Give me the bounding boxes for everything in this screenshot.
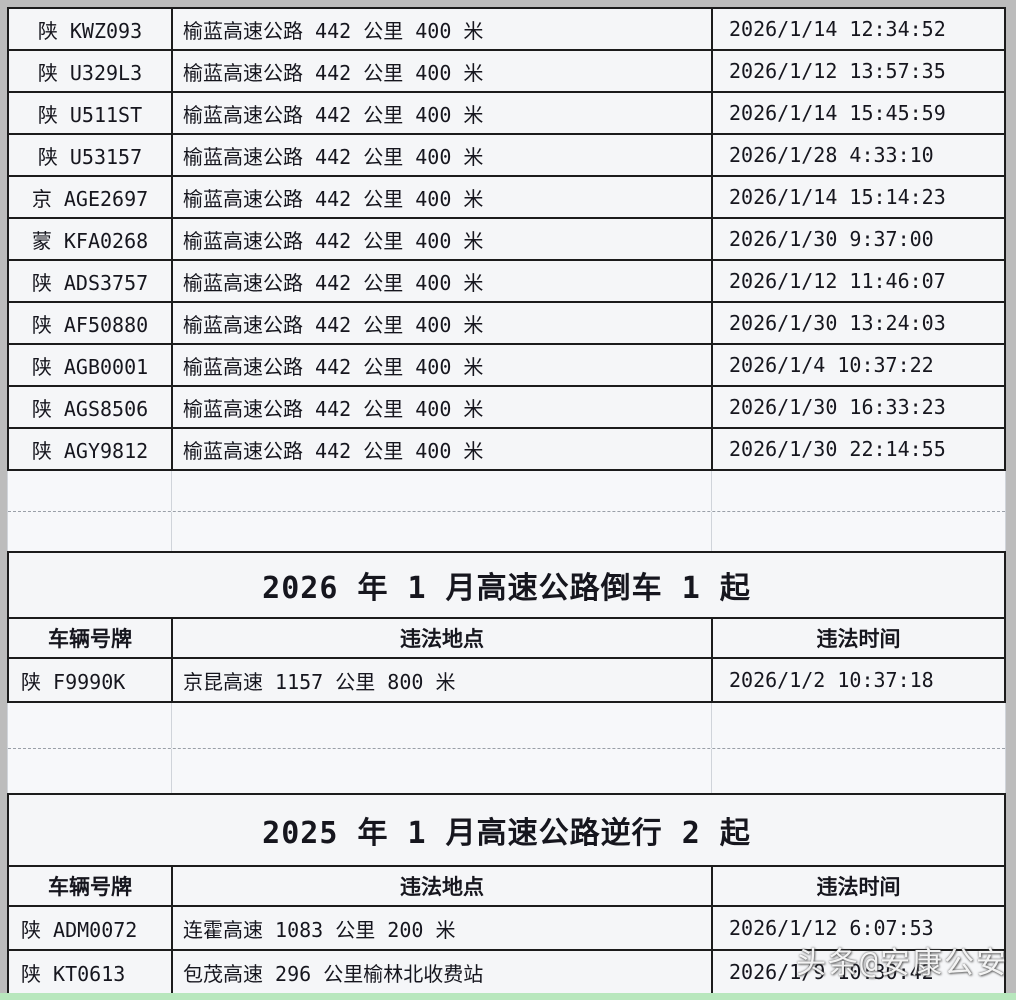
time-cell: 2026/1/30 22:14:55 [729,437,946,461]
plate-cell: 蒙 KFA0268 [9,219,173,259]
wrongway-section: 2025 年 1 月高速公路逆行 2 起 车辆号牌 违法地点 违法时间 陕 AD… [7,793,1006,995]
plate-cell: 陕 F9990K [9,659,173,701]
table-header-row: 车辆号牌 违法地点 违法时间 [9,619,1004,659]
plate-cell: 陕 AGY9812 [9,429,173,469]
empty-row [8,512,1005,551]
time-cell: 2026/1/28 4:33:10 [729,143,934,167]
table-row: 陕 U53157 榆蓝高速公路 442 公里 400 米 2026/1/28 4… [9,135,1004,177]
plate-cell: 陕 U53157 [9,135,173,175]
time-header: 违法时间 [816,627,901,651]
table-row: 陕 KT0613 包茂高速 296 公里榆林北收费站 2026/1/9 10:3… [9,951,1004,993]
table-row: 陕 AGS8506 榆蓝高速公路 442 公里 400 米 2026/1/30 … [9,387,1004,429]
table-row: 陕 U511ST 榆蓝高速公路 442 公里 400 米 2026/1/14 1… [9,93,1004,135]
location-header: 违法地点 [173,619,713,657]
time-cell: 2026/1/14 15:45:59 [729,101,946,125]
time-cell: 2026/1/14 12:34:52 [729,17,946,41]
plate-cell: 陕 U329L3 [9,51,173,91]
time-cell: 2026/1/12 11:46:07 [729,269,946,293]
time-cell: 2026/1/9 10:30:42 [729,960,934,984]
table-row: 陕 U329L3 榆蓝高速公路 442 公里 400 米 2026/1/12 1… [9,51,1004,93]
location-cell: 榆蓝高速公路 442 公里 400 米 [173,261,713,301]
table-row: 陕 ADM0072 连霍高速 1083 公里 200 米 2026/1/12 6… [9,907,1004,951]
location-cell: 包茂高速 296 公里榆林北收费站 [173,951,713,993]
location-cell: 京昆高速 1157 公里 800 米 [173,659,713,701]
location-cell: 榆蓝高速公路 442 公里 400 米 [173,9,713,49]
location-cell: 榆蓝高速公路 442 公里 400 米 [173,387,713,427]
plate-cell: 陕 U511ST [9,93,173,133]
location-cell: 榆蓝高速公路 442 公里 400 米 [173,303,713,343]
location-cell: 榆蓝高速公路 442 公里 400 米 [173,177,713,217]
table-row: 陕 KWZ093 榆蓝高速公路 442 公里 400 米 2026/1/14 1… [9,9,1004,51]
location-cell: 连霍高速 1083 公里 200 米 [173,907,713,949]
empty-rows-gap [7,703,1006,793]
empty-row [8,749,1005,793]
location-cell: 榆蓝高速公路 442 公里 400 米 [173,93,713,133]
location-cell: 榆蓝高速公路 442 公里 400 米 [173,429,713,469]
plate-cell: 陕 AGS8506 [9,387,173,427]
table-row: 陕 AGB0001 榆蓝高速公路 442 公里 400 米 2026/1/4 1… [9,345,1004,387]
time-cell: 2026/1/12 13:57:35 [729,59,946,83]
time-cell: 2026/1/14 15:14:23 [729,185,946,209]
empty-row [8,471,1005,512]
time-header: 违法时间 [816,875,901,899]
plate-cell: 陕 KT0613 [9,951,173,993]
spreadsheet-area: 陕 KWZ093 榆蓝高速公路 442 公里 400 米 2026/1/14 1… [7,7,1006,995]
section-title: 2025 年 1 月高速公路逆行 2 起 [9,795,1004,867]
plate-header: 车辆号牌 [9,619,173,657]
table-row: 陕 F9990K 京昆高速 1157 公里 800 米 2026/1/2 10:… [9,659,1004,701]
table-row: 陕 AF50880 榆蓝高速公路 442 公里 400 米 2026/1/30 … [9,303,1004,345]
time-cell: 2026/1/12 6:07:53 [729,916,934,940]
empty-rows-gap [7,471,1006,551]
time-cell: 2026/1/30 13:24:03 [729,311,946,335]
speeding-violations-table: 陕 KWZ093 榆蓝高速公路 442 公里 400 米 2026/1/14 1… [7,7,1006,471]
table-header-row: 车辆号牌 违法地点 违法时间 [9,867,1004,907]
time-cell: 2026/1/30 9:37:00 [729,227,934,251]
location-cell: 榆蓝高速公路 442 公里 400 米 [173,219,713,259]
table-row: 陕 AGY9812 榆蓝高速公路 442 公里 400 米 2026/1/30 … [9,429,1004,469]
plate-cell: 陕 ADM0072 [9,907,173,949]
table-row: 蒙 KFA0268 榆蓝高速公路 442 公里 400 米 2026/1/30 … [9,219,1004,261]
plate-header: 车辆号牌 [9,867,173,905]
table-row: 陕 ADS3757 榆蓝高速公路 442 公里 400 米 2026/1/12 … [9,261,1004,303]
empty-row [8,703,1005,749]
plate-cell: 陕 KWZ093 [9,9,173,49]
reversing-section: 2026 年 1 月高速公路倒车 1 起 车辆号牌 违法地点 违法时间 陕 F9… [7,551,1006,703]
location-cell: 榆蓝高速公路 442 公里 400 米 [173,135,713,175]
plate-cell: 陕 ADS3757 [9,261,173,301]
plate-cell: 京 AGE2697 [9,177,173,217]
plate-cell: 陕 AGB0001 [9,345,173,385]
location-header: 违法地点 [173,867,713,905]
location-cell: 榆蓝高速公路 442 公里 400 米 [173,345,713,385]
time-cell: 2026/1/4 10:37:22 [729,353,934,377]
table-row: 京 AGE2697 榆蓝高速公路 442 公里 400 米 2026/1/14 … [9,177,1004,219]
time-cell: 2026/1/30 16:33:23 [729,395,946,419]
time-cell: 2026/1/2 10:37:18 [729,668,934,692]
location-cell: 榆蓝高速公路 442 公里 400 米 [173,51,713,91]
plate-cell: 陕 AF50880 [9,303,173,343]
section-title: 2026 年 1 月高速公路倒车 1 起 [9,553,1004,619]
bottom-green-strip [0,993,1016,1000]
